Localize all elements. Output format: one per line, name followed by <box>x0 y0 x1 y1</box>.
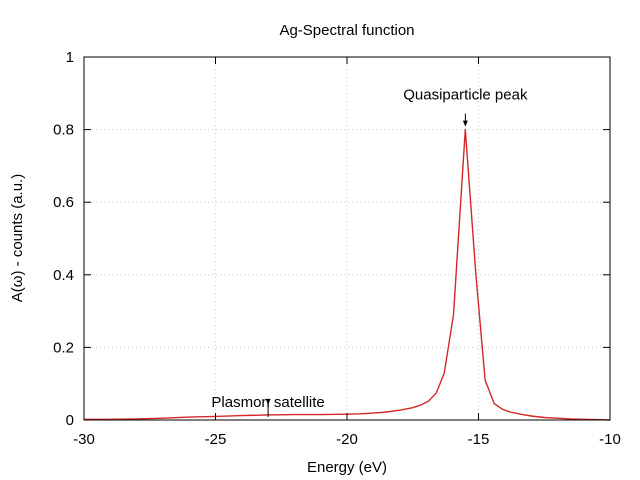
annotation: Quasiparticle peak <box>403 87 528 127</box>
y-tick-label: 0.2 <box>53 339 74 356</box>
x-tick-label: -25 <box>205 431 227 448</box>
y-tick-label: 0.4 <box>53 267 74 284</box>
y-axis-label: A(ω) - counts (a.u.) <box>9 174 26 302</box>
annotation-label: Quasiparticle peak <box>403 87 528 104</box>
y-tick-label: 0.8 <box>53 122 74 139</box>
annotations: Quasiparticle peak Plasmon satellite <box>211 87 528 417</box>
y-tick-label: 0.6 <box>53 194 74 211</box>
x-tick-label: -20 <box>336 431 358 448</box>
chart-title: Ag-Spectral function <box>279 22 414 39</box>
x-tick-label: -30 <box>73 431 95 448</box>
grid <box>84 57 610 420</box>
annotation-arrow-head <box>265 398 271 405</box>
x-tick-label: -15 <box>468 431 490 448</box>
annotation-arrow-head <box>462 120 468 127</box>
y-tick-label: 0 <box>66 412 74 429</box>
series-layer <box>84 128 611 421</box>
ticks: -30 -25 -20 -15 -10 0 0.2 0.4 0.6 0.8 1 <box>53 49 621 448</box>
x-tick-label: -10 <box>599 431 621 448</box>
x-axis-label: Energy (eV) <box>307 459 387 476</box>
y-tick-label: 1 <box>66 49 74 66</box>
spectral-line <box>84 128 611 421</box>
annotation: Plasmon satellite <box>211 394 325 417</box>
